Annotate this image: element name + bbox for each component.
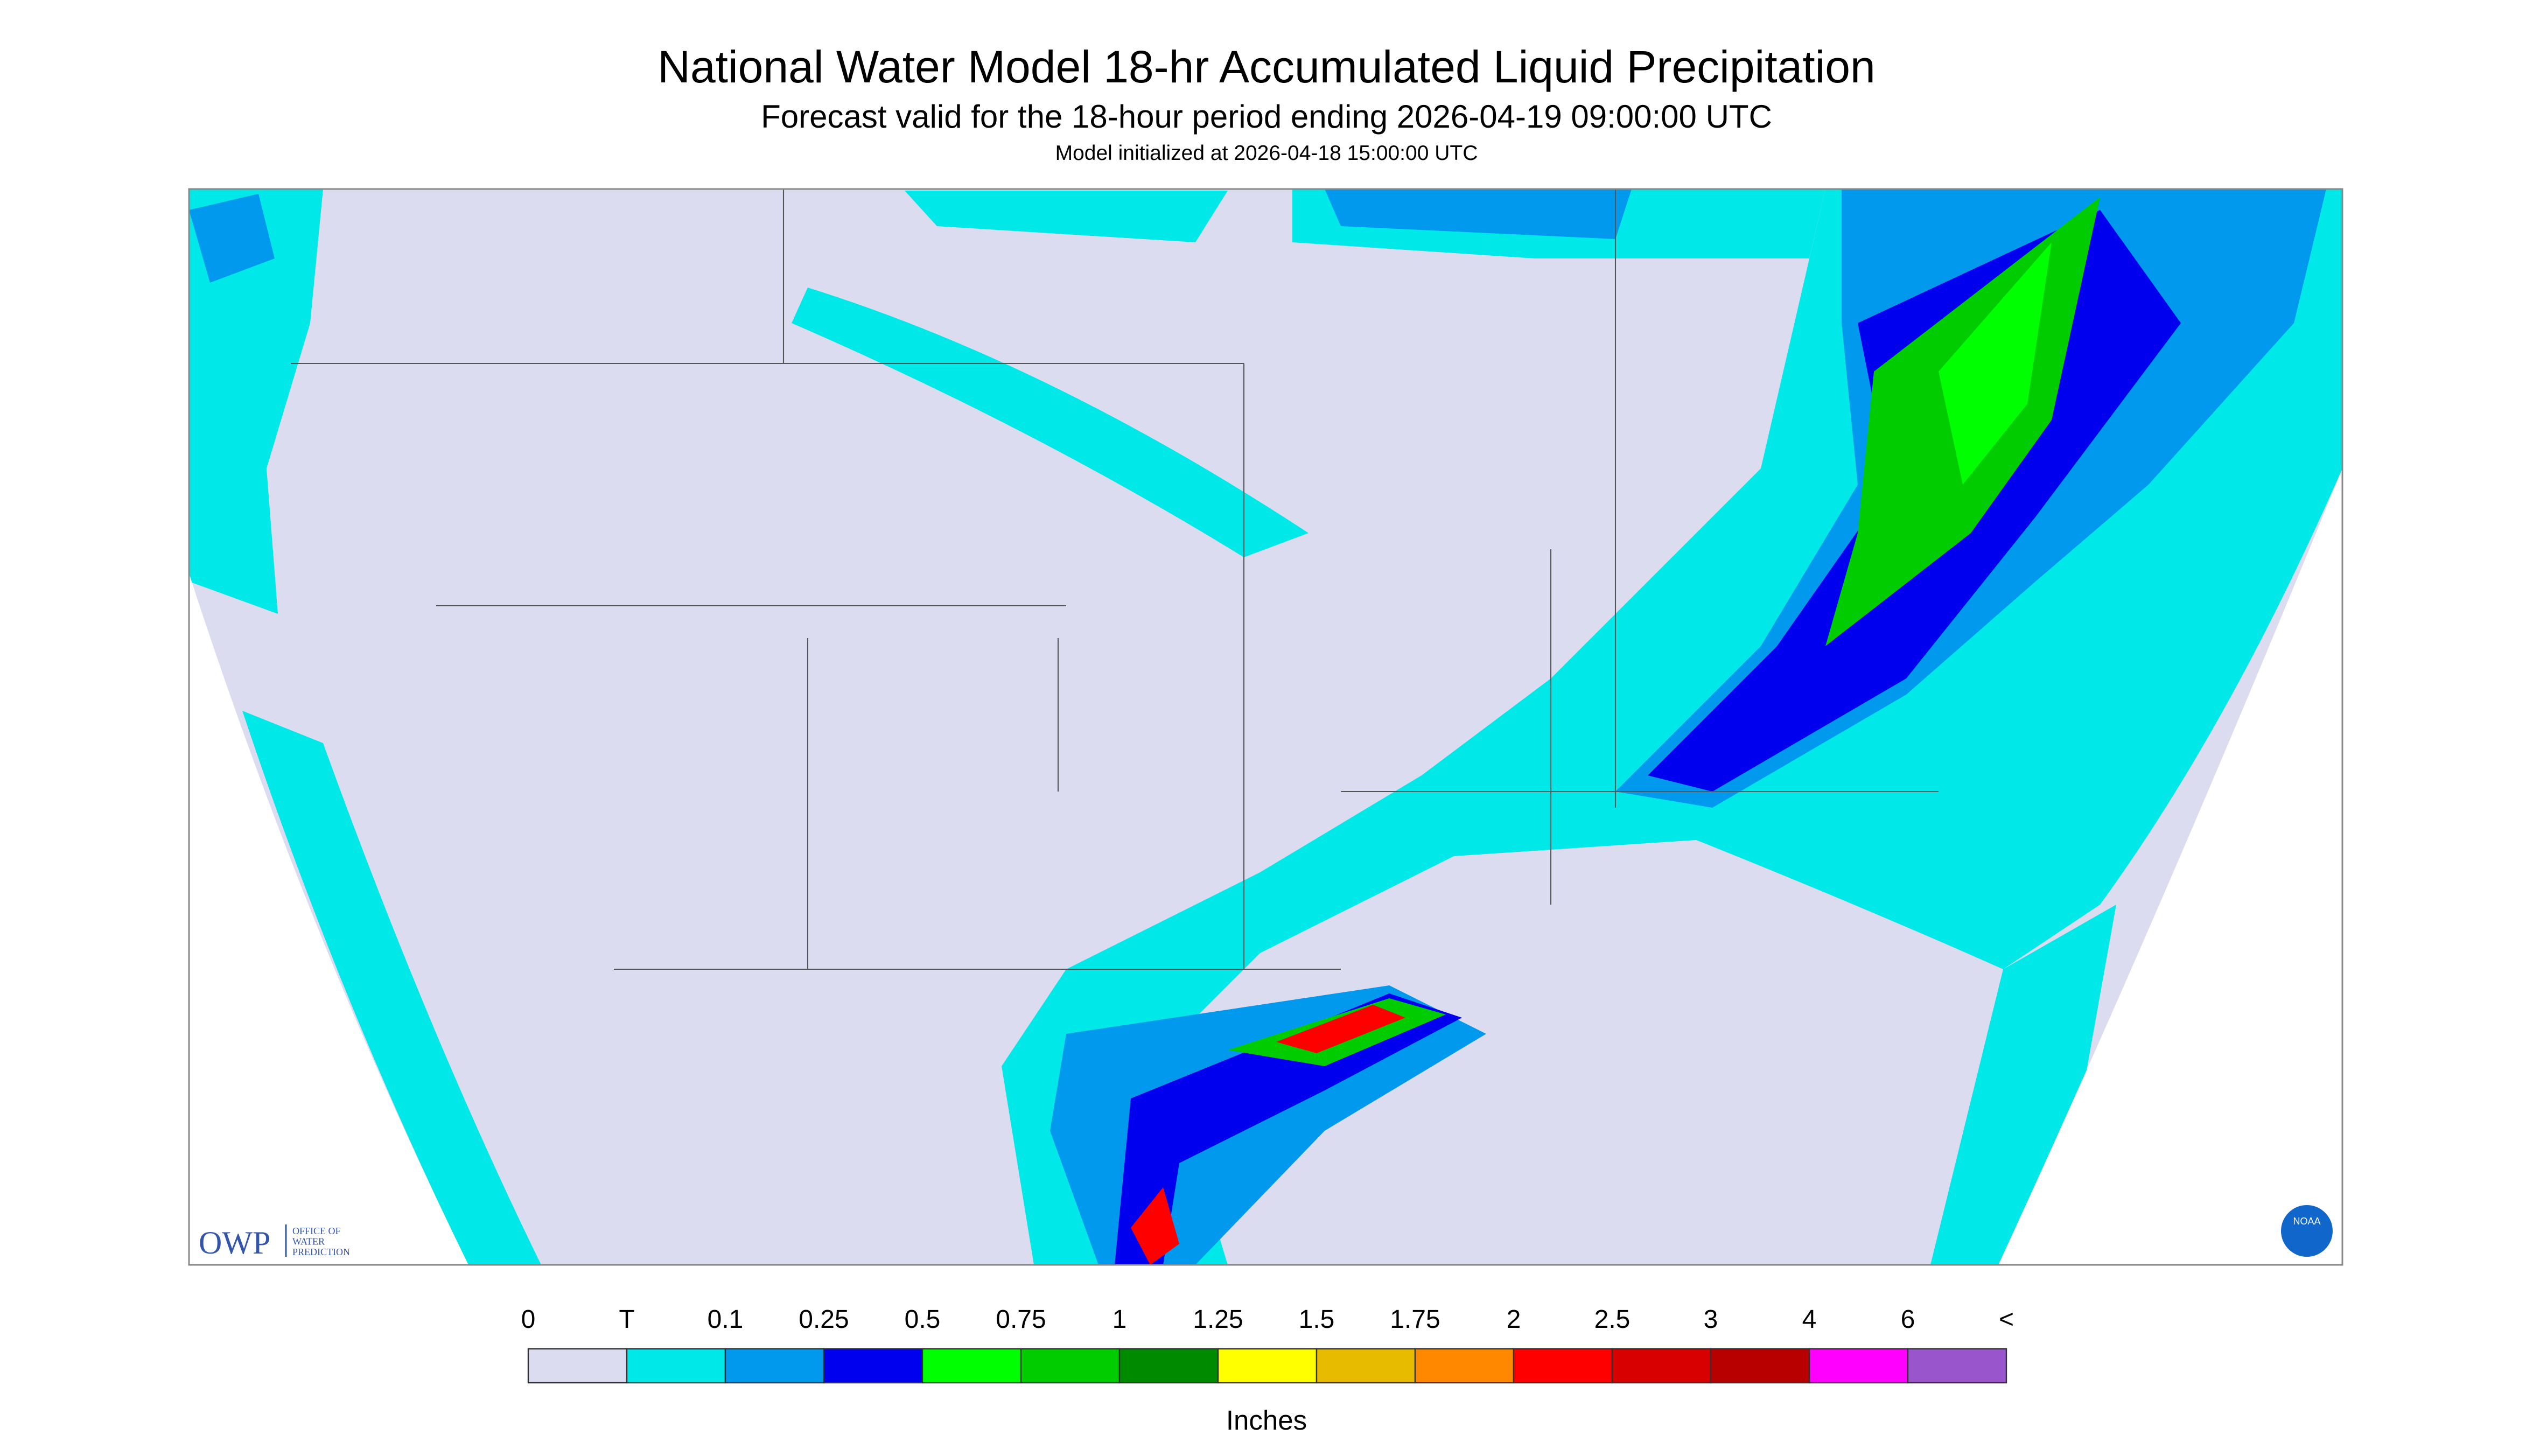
owp-line: WATER <box>292 1236 325 1247</box>
legend-label: 4 <box>1802 1305 1817 1334</box>
legend-swatch <box>1513 1348 1613 1384</box>
legend-label: T <box>619 1305 634 1334</box>
owp-line: PREDICTION <box>292 1247 350 1257</box>
precip-area <box>792 288 1309 558</box>
subtitle: Forecast valid for the 18-hour period en… <box>761 99 1772 135</box>
noaa-logo <box>2281 1205 2333 1257</box>
legend-label: 0.25 <box>799 1305 849 1334</box>
precip-area <box>1939 242 2052 485</box>
legend-label: 2 <box>1507 1305 1521 1334</box>
legend-swatch <box>1808 1348 1909 1384</box>
precip-area <box>1115 993 1462 1265</box>
legend-label: 2.5 <box>1594 1305 1631 1334</box>
legend-label: < <box>1999 1305 2014 1334</box>
legend-swatch <box>1118 1348 1219 1384</box>
precip-area <box>1930 905 2116 1265</box>
init-time: Model initialized at 2026-04-18 15:00:00… <box>1055 142 1478 165</box>
legend-swatch <box>1316 1348 1416 1384</box>
legend-label: 1 <box>1112 1305 1127 1334</box>
legend-swatch <box>1611 1348 1712 1384</box>
legend-label: 1.25 <box>1193 1305 1243 1334</box>
noaa-text: NOAA <box>2293 1216 2320 1227</box>
legend-swatch <box>1907 1348 2007 1384</box>
legend-label: 6 <box>1901 1305 1915 1334</box>
title: National Water Model 18-hr Accumulated L… <box>657 41 1875 92</box>
legend-swatch <box>527 1348 628 1384</box>
legend-label: 0.75 <box>996 1305 1046 1334</box>
legend-unit: Inches <box>1226 1405 1307 1436</box>
precip-area <box>1325 189 1632 240</box>
map-frame <box>188 188 2343 1266</box>
legend-label: 0.1 <box>708 1305 744 1334</box>
precip-area <box>1276 1005 1405 1054</box>
legend-label: 3 <box>1704 1305 1718 1334</box>
precip-area <box>189 194 275 283</box>
precip-area <box>242 711 541 1265</box>
precip-area <box>1131 1187 1179 1265</box>
precip-area <box>189 189 323 614</box>
precip-area <box>905 191 1228 243</box>
legend-swatch <box>1020 1348 1121 1384</box>
legend-swatch <box>1217 1348 1318 1384</box>
legend-label: 0.5 <box>905 1305 941 1334</box>
legend-swatch <box>1710 1348 1810 1384</box>
legend-swatch <box>823 1348 923 1384</box>
legend-swatch <box>921 1348 1022 1384</box>
owp-line: OFFICE OF <box>292 1226 341 1236</box>
legend-swatch <box>626 1348 726 1384</box>
legend-label: 1.5 <box>1299 1305 1335 1334</box>
legend-label: 1.75 <box>1390 1305 1440 1334</box>
legend: 0 T 0.1 0.25 0.5 0.75 1 1.25 1.5 1.75 2 2.5 3 4 6 < <box>521 1305 2014 1384</box>
legend-label: 0 <box>521 1305 536 1334</box>
legend-swatch <box>724 1348 825 1384</box>
outside-domain <box>189 573 468 1265</box>
outside-domain <box>1998 468 2342 1265</box>
legend-swatch <box>1414 1348 1515 1384</box>
owp-logo: OWP <box>199 1225 270 1261</box>
